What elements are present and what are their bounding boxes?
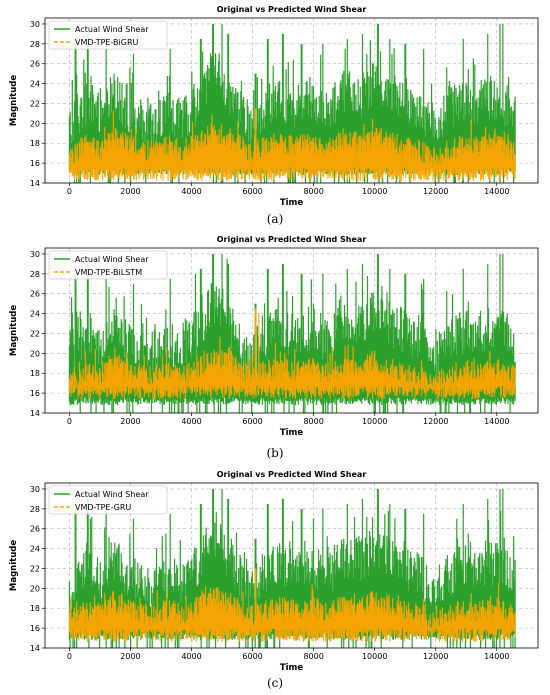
x-tick-label: 14000: [484, 652, 509, 661]
y-tick-label: 30: [30, 20, 40, 29]
x-tick-label: 14000: [484, 187, 509, 196]
plot-frame: [44, 482, 539, 649]
x-tick-label: 6000: [242, 417, 262, 426]
x-tick-label: 6000: [242, 652, 262, 661]
y-tick-label: 22: [30, 329, 40, 338]
x-tick-label: 10000: [362, 417, 387, 426]
y-tick-label: 28: [30, 40, 40, 49]
y-tick-label: 14: [30, 179, 40, 188]
plot-area: [68, 488, 516, 648]
caption-b: (b): [266, 446, 284, 460]
plot-frame: [44, 17, 539, 184]
x-axis-label: Time: [280, 428, 304, 438]
legend-label-actual: Actual Wind Shear: [75, 25, 149, 34]
y-tick-label: 18: [30, 369, 40, 378]
series-predicted: [68, 568, 516, 643]
x-tick-label: 8000: [303, 652, 323, 661]
y-tick-label: 24: [30, 310, 40, 319]
legend: Actual Wind Shear VMD-TPE-GRU: [48, 485, 168, 515]
caption-a: (a): [266, 212, 284, 226]
y-tick-label: 16: [30, 624, 40, 633]
x-tick-label: 12000: [423, 417, 448, 426]
legend-box: [48, 250, 168, 280]
x-tick-label: 2000: [120, 417, 140, 426]
y-tick-label: 22: [30, 564, 40, 573]
y-tick-label: 20: [30, 349, 40, 358]
legend: Actual Wind Shear VMD-TPE-BiGRU: [48, 20, 168, 50]
x-tick-label: 14000: [484, 417, 509, 426]
x-tick-label: 2000: [120, 652, 140, 661]
y-axis-label: Magnitude: [9, 75, 19, 126]
x-tick-label: 4000: [181, 187, 201, 196]
legend-label-actual: Actual Wind Shear: [75, 255, 149, 264]
x-tick-label: 6000: [242, 187, 262, 196]
y-tick-label: 14: [30, 644, 40, 653]
y-tick-label: 26: [30, 60, 40, 69]
x-axis-label: Time: [280, 663, 304, 673]
y-tick-label: 14: [30, 409, 40, 418]
y-tick-label: 26: [30, 290, 40, 299]
legend-box: [48, 20, 168, 50]
y-tick-label: 16: [30, 389, 40, 398]
chart-panel-c: Original vs Predicted Wind Shear 0 2000 400…: [0, 465, 550, 675]
x-tick-label: 8000: [303, 417, 323, 426]
plot-frame: [44, 247, 539, 414]
y-axis-label: Magnitude: [9, 540, 19, 591]
y-tick-label: 24: [30, 545, 40, 554]
x-tick-label: 10000: [362, 187, 387, 196]
legend-label-actual: Actual Wind Shear: [75, 490, 149, 499]
wind-shear-chart-c: Original vs Predicted Wind Shear 0 2000 400…: [9, 470, 539, 673]
legend: Actual Wind Shear VMD-TPE-BiLSTM: [48, 250, 168, 280]
x-tick-label: 4000: [181, 417, 201, 426]
y-tick-label: 24: [30, 80, 40, 89]
x-tick-label: 8000: [303, 187, 323, 196]
chart-title: Original vs Predicted Wind Shear: [217, 235, 367, 244]
wind-shear-chart-a: Original vs Predicted Wind Shear 0 2000 400…: [9, 5, 539, 208]
x-tick-label: 2000: [120, 187, 140, 196]
x-tick-label: 12000: [423, 187, 448, 196]
series-predicted: [68, 108, 516, 181]
y-tick-label: 20: [30, 584, 40, 593]
y-tick-label: 18: [30, 139, 40, 148]
x-tick-label: 4000: [181, 652, 201, 661]
y-tick-label: 26: [30, 525, 40, 534]
caption-c: (c): [266, 676, 284, 690]
plot-area: [68, 23, 516, 183]
x-tick-label: 0: [67, 652, 72, 661]
legend-box: [48, 485, 168, 515]
y-axis-label: Magnitude: [9, 305, 19, 356]
y-tick-label: 18: [30, 604, 40, 613]
chart-panel-b: Original vs Predicted Wind Shear 0 2000 400…: [0, 230, 550, 440]
plot-area: [68, 253, 516, 413]
y-tick-label: 20: [30, 119, 40, 128]
legend-label-predicted: VMD-TPE-GRU: [75, 503, 131, 512]
y-tick-label: 28: [30, 505, 40, 514]
y-tick-label: 30: [30, 250, 40, 259]
chart-title: Original vs Predicted Wind Shear: [217, 470, 367, 479]
x-tick-label: 12000: [423, 652, 448, 661]
y-tick-label: 30: [30, 485, 40, 494]
y-tick-label: 16: [30, 159, 40, 168]
x-axis-label: Time: [280, 198, 304, 208]
series-predicted: [68, 308, 516, 400]
y-tick-label: 28: [30, 270, 40, 279]
y-tick-label: 22: [30, 99, 40, 108]
legend-label-predicted: VMD-TPE-BiLSTM: [75, 268, 142, 277]
x-tick-label: 0: [67, 187, 72, 196]
wind-shear-chart-b: Original vs Predicted Wind Shear 0 2000 400…: [9, 235, 539, 438]
x-tick-label: 10000: [362, 652, 387, 661]
chart-panel-a: Original vs Predicted Wind Shear 0 2000 400…: [0, 0, 550, 210]
legend-label-predicted: VMD-TPE-BiGRU: [75, 38, 139, 47]
chart-title: Original vs Predicted Wind Shear: [217, 5, 367, 14]
x-tick-label: 0: [67, 417, 72, 426]
